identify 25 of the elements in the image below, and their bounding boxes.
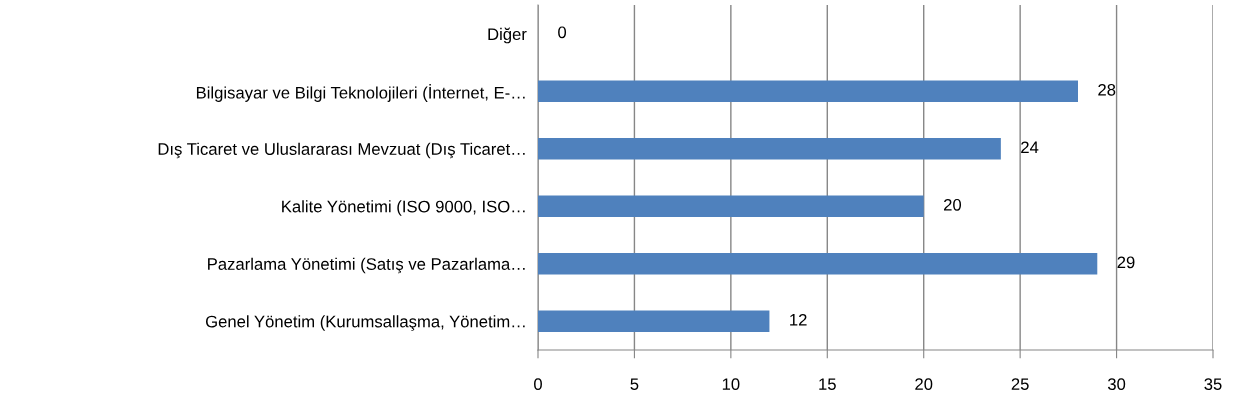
x-tick-label: 30 bbox=[1107, 378, 1126, 391]
y-tick-label: Diğer bbox=[488, 27, 527, 44]
x-tick-label: 5 bbox=[630, 378, 639, 391]
data-label: 24 bbox=[1021, 141, 1039, 154]
bar bbox=[538, 253, 1098, 275]
data-label: 29 bbox=[1117, 256, 1135, 269]
x-tick-label: 25 bbox=[1011, 378, 1029, 391]
x-tick-label: 20 bbox=[915, 378, 933, 391]
bar bbox=[538, 80, 1078, 102]
x-tick-label: 15 bbox=[819, 378, 836, 391]
y-tick-label: Dış Ticaret ve Uluslararası Mevzuat (Dış Ticaret… bbox=[158, 142, 525, 159]
bar bbox=[538, 195, 924, 217]
data-label: 28 bbox=[1098, 83, 1116, 96]
x-tick-label: 35 bbox=[1204, 378, 1222, 391]
data-label: 20 bbox=[944, 198, 962, 211]
y-tick-label: Pazarlama Yönetimi (Satış ve Pazarlama… bbox=[208, 257, 525, 274]
bar bbox=[538, 138, 1001, 160]
bar bbox=[538, 310, 770, 332]
x-tick-label: 0 bbox=[534, 378, 542, 391]
y-tick-label: Genel Yönetim (Kurumsallaşma, Yönetim… bbox=[205, 315, 525, 331]
y-tick-label: Bilgisayar ve Bilgi Teknolojileri (İnternet, E-… bbox=[196, 84, 525, 102]
data-label: 0 bbox=[558, 26, 567, 39]
data-label: 12 bbox=[790, 313, 807, 326]
y-tick-label: Kalite Yönetimi (ISO 9000, ISO… bbox=[282, 200, 525, 216]
x-tick-label: 10 bbox=[722, 378, 740, 391]
